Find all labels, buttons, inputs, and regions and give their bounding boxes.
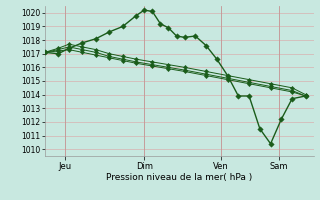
X-axis label: Pression niveau de la mer( hPa ): Pression niveau de la mer( hPa ): [106, 173, 252, 182]
